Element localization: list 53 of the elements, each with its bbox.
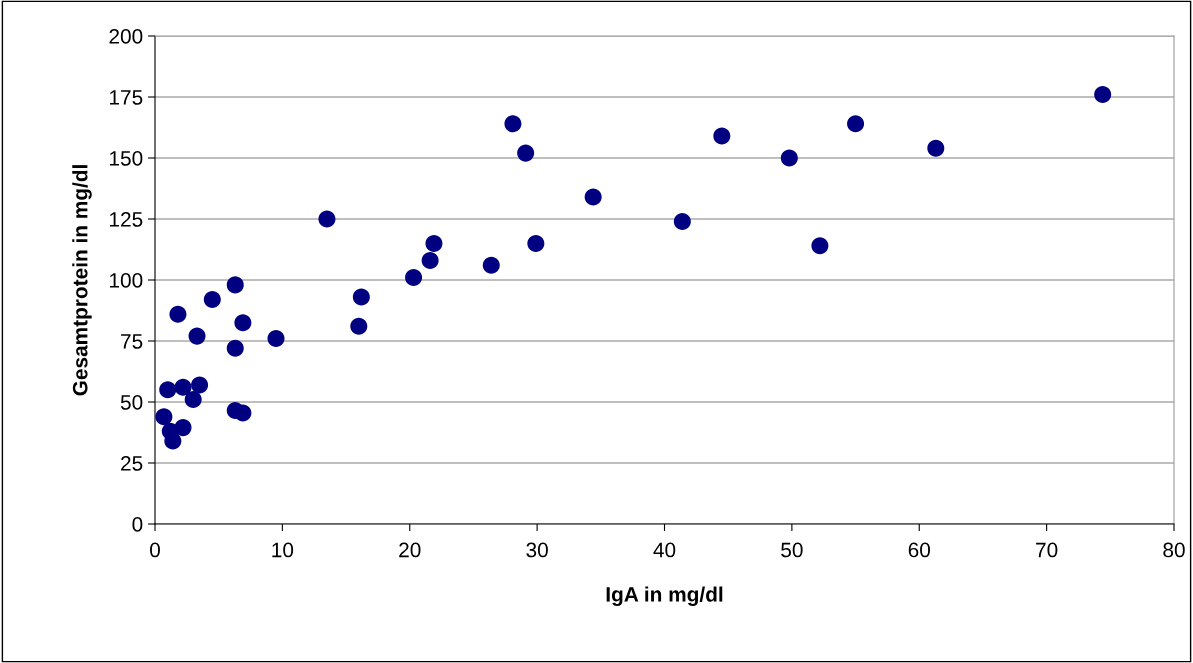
point	[482, 256, 500, 274]
point	[203, 291, 221, 309]
y-tick-label: 75	[121, 334, 143, 349]
point	[847, 115, 865, 133]
point	[226, 276, 244, 294]
y-tick-label: 25	[121, 456, 143, 471]
x-tick-label: 80	[1163, 542, 1185, 558]
x-tick-label: 10	[272, 542, 294, 558]
point	[350, 317, 368, 335]
point	[713, 127, 731, 145]
point	[191, 376, 209, 394]
x-tick-label: 60	[908, 542, 931, 558]
y-tick-label: 50	[120, 395, 143, 410]
point	[234, 314, 252, 332]
point	[811, 237, 829, 255]
point	[164, 432, 182, 450]
x-tick-label: 70	[1036, 542, 1058, 558]
point	[352, 288, 370, 306]
x-tick-label: 50	[781, 542, 803, 558]
point	[267, 330, 285, 348]
point	[169, 305, 187, 323]
y-tick-label: 100	[110, 273, 143, 288]
point	[425, 234, 443, 252]
x-axis-title: IgA in mg/dl	[606, 586, 723, 606]
point	[504, 115, 522, 133]
y-tick-label: 125	[110, 212, 143, 227]
point	[421, 251, 439, 269]
y-axis-title: Gesamtprotein in mg/dl	[72, 165, 92, 396]
point	[174, 419, 192, 437]
y-tick-label: 175	[110, 90, 143, 105]
point	[159, 381, 177, 399]
y-tick-label: 0	[132, 517, 143, 532]
point	[673, 212, 691, 230]
x-tick-label: 40	[653, 542, 676, 558]
point	[188, 327, 206, 345]
point	[1094, 86, 1112, 104]
point	[517, 144, 535, 162]
y-tick-label: 200	[109, 29, 143, 44]
x-tick-label: 0	[150, 542, 160, 558]
point	[234, 404, 252, 422]
point	[780, 149, 798, 167]
point	[318, 210, 336, 228]
x-tick-label: 30	[526, 542, 548, 558]
point	[405, 269, 423, 287]
point	[155, 408, 173, 426]
x-tick-label: 20	[399, 542, 421, 558]
point	[174, 378, 192, 396]
point	[527, 234, 545, 252]
y-tick-label: 150	[110, 151, 143, 166]
point	[927, 139, 945, 157]
point	[226, 339, 244, 357]
point	[184, 391, 202, 409]
point	[584, 188, 602, 206]
